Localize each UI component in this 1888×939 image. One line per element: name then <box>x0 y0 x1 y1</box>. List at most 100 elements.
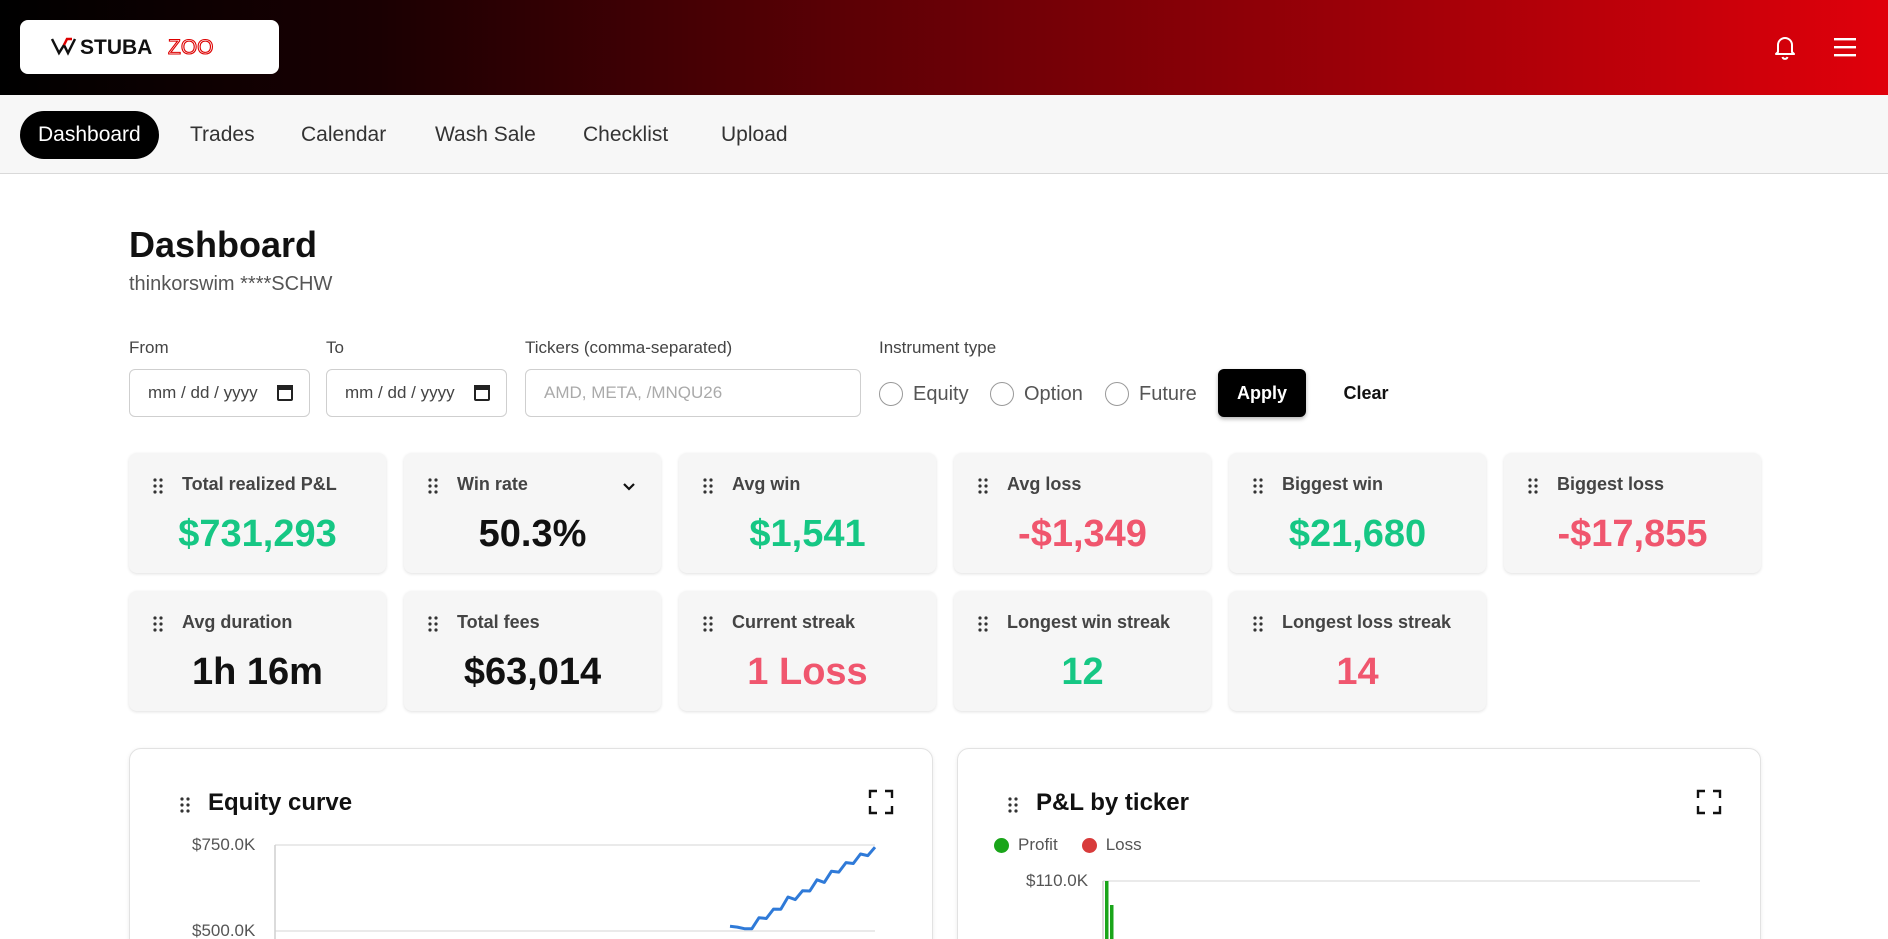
pnl-bar <box>1105 881 1109 939</box>
stat-card-biggest-win: Biggest win $21,680 <box>1229 453 1486 573</box>
stat-label: Avg duration <box>182 612 293 632</box>
brand-logo[interactable]: STUBA ZOO <box>20 20 279 74</box>
stat-label: Current streak <box>732 612 856 632</box>
tab-trades[interactable]: Trades <box>190 123 255 146</box>
stat-value: -$1,349 <box>1018 513 1147 555</box>
stat-label: Avg win <box>732 474 801 494</box>
tab-upload[interactable]: Upload <box>721 123 788 146</box>
drag-handle-icon[interactable] <box>978 616 988 632</box>
apply-button[interactable]: Apply <box>1218 369 1306 417</box>
loss-legend-dot <box>1081 837 1097 853</box>
drag-handle-icon[interactable] <box>1528 478 1538 494</box>
stat-card-total-fees: Total fees $63,014 <box>404 591 661 711</box>
logo-text-secondary: ZOO <box>168 36 214 59</box>
stat-label: Longest win streak <box>1007 612 1171 632</box>
bell-icon[interactable] <box>1768 30 1802 64</box>
tab-calendar[interactable]: Calendar <box>301 123 387 146</box>
drag-handle-icon[interactable] <box>428 478 438 494</box>
radio-equity[interactable]: Equity <box>879 380 969 408</box>
chevron-down-icon[interactable] <box>619 477 639 497</box>
clear-button[interactable]: Clear <box>1328 369 1404 417</box>
drag-handle-icon[interactable] <box>1008 797 1018 813</box>
pnl-bar <box>1110 905 1114 939</box>
tickers-label: Tickers (comma-separated) <box>525 338 733 357</box>
top-header: STUBA ZOO <box>0 0 1888 95</box>
stat-value: 12 <box>1061 651 1104 693</box>
stat-value: -$17,855 <box>1557 513 1708 555</box>
from-date-placeholder: mm / dd / yyyy <box>148 383 258 402</box>
radio-circle[interactable] <box>879 382 903 406</box>
drag-handle-icon[interactable] <box>978 478 988 494</box>
y-tick-label: $750.0K <box>192 835 256 854</box>
main-nav: Dashboard Trades Calendar Wash Sale Chec… <box>0 95 1888 174</box>
pnl-by-ticker-panel: P&L by ticker Profit Loss $110.0K <box>957 748 1761 939</box>
stat-value: 1h 16m <box>192 651 323 693</box>
expand-icon[interactable] <box>1696 789 1722 815</box>
drag-handle-icon[interactable] <box>180 797 190 813</box>
calendar-icon[interactable] <box>474 385 490 401</box>
legend-loss-label: Loss <box>1105 835 1142 854</box>
radio-equity-label: Equity <box>913 382 969 405</box>
tickers-input[interactable] <box>525 369 861 417</box>
stat-card-win-rate: Win rate 50.3% <box>404 453 661 573</box>
tab-checklist[interactable]: Checklist <box>583 123 669 146</box>
y-tick-label: $500.0K <box>192 921 256 939</box>
drag-handle-icon[interactable] <box>703 616 713 632</box>
stat-value: $731,293 <box>178 513 337 555</box>
from-date-input[interactable]: mm / dd / yyyy <box>129 369 310 417</box>
radio-future-label: Future <box>1139 382 1197 405</box>
to-label: To <box>326 338 344 357</box>
to-date-input[interactable]: mm / dd / yyyy <box>326 369 507 417</box>
calendar-icon[interactable] <box>277 385 293 401</box>
radio-option[interactable]: Option <box>990 380 1083 408</box>
drag-handle-icon[interactable] <box>1253 616 1263 632</box>
drag-handle-icon[interactable] <box>703 478 713 494</box>
y-tick-label: $110.0K <box>1026 871 1089 890</box>
radio-future[interactable]: Future <box>1105 380 1197 408</box>
radio-circle[interactable] <box>990 382 1014 406</box>
stat-card-avg-duration: Avg duration 1h 16m <box>129 591 386 711</box>
radio-option-label: Option <box>1024 382 1083 405</box>
stat-label: Biggest win <box>1282 474 1384 494</box>
equity-curve-panel: Equity curve $750.0K $500.0K <box>129 748 933 939</box>
stat-value: 1 Loss <box>747 651 868 693</box>
stat-card-biggest-loss: Biggest loss -$17,855 <box>1504 453 1761 573</box>
chart-legend: Profit Loss <box>994 835 1142 855</box>
radio-circle[interactable] <box>1105 382 1129 406</box>
drag-handle-icon[interactable] <box>153 616 163 632</box>
stat-card-current-streak: Current streak 1 Loss <box>679 591 936 711</box>
equity-curve-chart <box>274 844 877 939</box>
pnl-by-ticker-title: P&L by ticker <box>1036 789 1189 816</box>
equity-curve-title: Equity curve <box>208 789 353 816</box>
stat-value: $63,014 <box>463 651 602 693</box>
to-date-placeholder: mm / dd / yyyy <box>345 383 455 402</box>
stat-card-avg-win: Avg win $1,541 <box>679 453 936 573</box>
stat-value: 50.3% <box>478 513 587 555</box>
hamburger-menu-icon[interactable] <box>1828 30 1862 64</box>
drag-handle-icon[interactable] <box>1253 478 1263 494</box>
stat-value: $1,541 <box>749 513 866 555</box>
stat-label: Total realized P&L <box>182 474 337 494</box>
tab-dashboard[interactable]: Dashboard <box>20 111 159 159</box>
legend-profit-label: Profit <box>1018 835 1058 854</box>
expand-icon[interactable] <box>868 789 894 815</box>
equity-series-line <box>729 846 877 931</box>
stat-value: $21,680 <box>1288 513 1427 555</box>
account-subtitle: thinkorswim ****SCHW <box>129 273 333 295</box>
drag-handle-icon[interactable] <box>153 478 163 494</box>
logo-text-primary: STUBA <box>80 36 152 59</box>
instrument-type-label: Instrument type <box>879 338 997 357</box>
profit-legend-dot <box>994 837 1009 853</box>
pnl-by-ticker-chart <box>1102 880 1700 939</box>
stubazoo-logo-icon: STUBA ZOO <box>50 35 214 59</box>
stat-label: Win rate <box>457 474 528 494</box>
stat-card-longest-win-streak: Longest win streak 12 <box>954 591 1211 711</box>
stat-value: 14 <box>1336 651 1379 693</box>
stat-card-total-realized-pnl: Total realized P&L $731,293 <box>129 453 386 573</box>
stat-label: Total fees <box>457 612 540 632</box>
drag-handle-icon[interactable] <box>428 616 438 632</box>
from-label: From <box>129 338 169 357</box>
stat-card-avg-loss: Avg loss -$1,349 <box>954 453 1211 573</box>
page-title: Dashboard <box>129 224 318 265</box>
tab-wash-sale[interactable]: Wash Sale <box>435 123 536 146</box>
